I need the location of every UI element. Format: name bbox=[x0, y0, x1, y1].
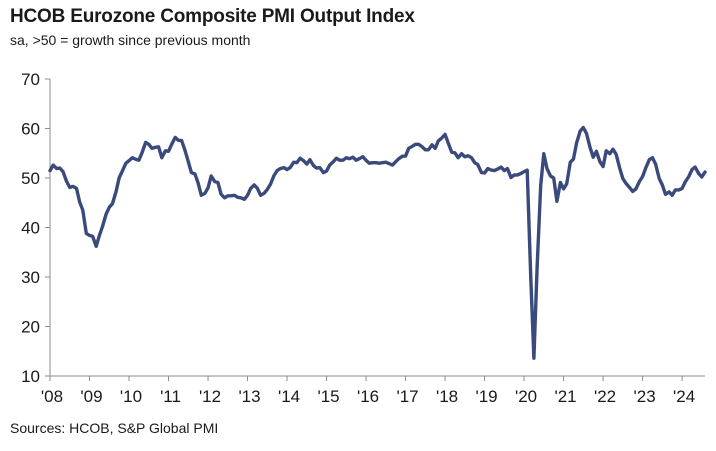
x-tick-label: '21 bbox=[554, 387, 576, 406]
x-tick-label: '14 bbox=[278, 387, 300, 406]
x-tick-label: '12 bbox=[199, 387, 221, 406]
x-tick-label: '24 bbox=[673, 387, 695, 406]
series-layer bbox=[48, 125, 707, 360]
x-tick-label: '22 bbox=[594, 387, 616, 406]
y-tick-label: 30 bbox=[21, 268, 40, 287]
x-tick-label: '11 bbox=[160, 387, 181, 406]
x-tick-label: '15 bbox=[317, 387, 339, 406]
y-tick-label: 10 bbox=[21, 367, 40, 386]
composite-pmi-series-line bbox=[48, 125, 707, 360]
x-tick-label: '10 bbox=[120, 387, 142, 406]
y-tick-label: 50 bbox=[21, 169, 40, 188]
y-tick-label: 60 bbox=[21, 120, 40, 139]
x-tick-label: '23 bbox=[634, 387, 656, 406]
x-tick-label: '17 bbox=[396, 387, 418, 406]
x-tick-label: '09 bbox=[80, 387, 102, 406]
x-tick-label: '16 bbox=[357, 387, 379, 406]
x-tick-label: '08 bbox=[41, 387, 63, 406]
chart-title: HCOB Eurozone Composite PMI Output Index bbox=[10, 6, 415, 27]
source-note: Sources: HCOB, S&P Global PMI bbox=[10, 420, 219, 436]
x-tick-label: '18 bbox=[436, 387, 458, 406]
axes bbox=[49, 79, 705, 377]
chart-subtitle: sa, >50 = growth since previous month bbox=[10, 32, 251, 48]
y-tick-label: 20 bbox=[21, 318, 40, 337]
y-axis-ticks: 10 20 30 40 50 60 70 bbox=[21, 70, 50, 386]
x-tick-label: '20 bbox=[515, 387, 537, 406]
y-tick-label: 40 bbox=[21, 219, 40, 238]
y-tick-label: 70 bbox=[21, 70, 40, 89]
x-axis-ticks: '08 '09 '10 '11 '12 '13 '14 '15 '16 '17 '18 '19 '20 '… bbox=[41, 376, 695, 406]
x-tick-label: '13 bbox=[238, 387, 260, 406]
x-tick-label: '19 bbox=[475, 387, 497, 406]
